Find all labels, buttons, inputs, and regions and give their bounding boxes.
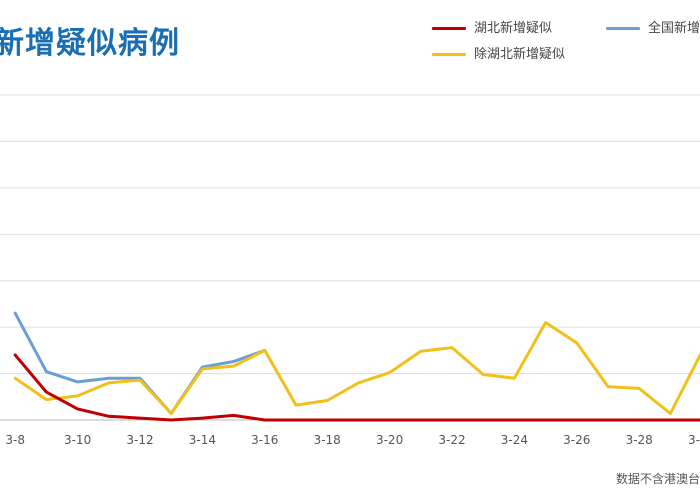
x-tick-label: 3-16	[251, 433, 278, 447]
series-line-hubei	[13, 353, 700, 422]
x-tick-label: 3-24	[501, 433, 528, 447]
chart-title: 新增疑似病例	[0, 26, 180, 61]
footnote: 数据不含港澳台	[615, 472, 700, 486]
x-tick-label: 3-28	[626, 433, 653, 447]
legend-item-excl-hubei: 除湖北新增疑似	[432, 46, 565, 64]
series-line-excl_hubei	[13, 321, 700, 415]
x-tick-label: 3-20	[376, 433, 403, 447]
x-tick-label: 3-14	[189, 433, 216, 447]
x-tick-label: 3-30	[688, 433, 700, 447]
legend-swatch-hubei	[432, 27, 466, 30]
x-tick-label: 3-18	[314, 433, 341, 447]
legend-item-national: 全国新增疑似	[606, 20, 700, 38]
legend-label-excl-hubei: 除湖北新增疑似	[474, 47, 566, 62]
legend: 湖北新增疑似 全国新增疑似 除湖北新增疑似	[0, 0, 700, 80]
legend-swatch-excl-hubei	[432, 53, 466, 56]
series-line-national	[13, 311, 267, 415]
legend-label-hubei: 湖北新增疑似	[474, 21, 553, 36]
x-tick-label: 3-26	[563, 433, 590, 447]
legend-swatch-national	[606, 27, 640, 30]
legend-label-national: 全国新增疑似	[648, 21, 700, 36]
x-tick-label: 3-12	[126, 433, 153, 447]
legend-item-hubei: 湖北新增疑似	[432, 20, 552, 38]
x-tick-label: 3-10	[64, 433, 91, 447]
x-tick-label: 3-22	[438, 433, 465, 447]
x-tick-label: 3-8	[5, 433, 25, 447]
